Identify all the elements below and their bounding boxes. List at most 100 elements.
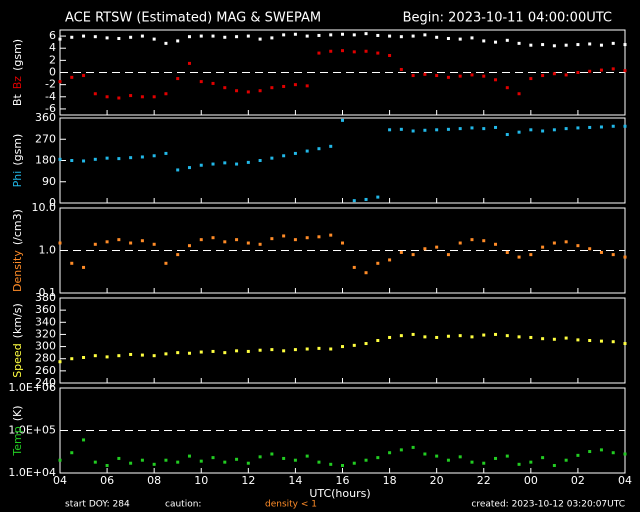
data-point [623,452,627,456]
y-tick-label: 0 [49,66,56,79]
data-point [505,334,509,338]
x-tick-label: 22 [477,474,491,487]
x-axis-label: UTC(hours) [309,487,370,500]
data-point [93,354,97,358]
data-point [517,92,521,96]
data-point [482,39,486,43]
data-point [305,34,309,38]
data-point [129,461,133,465]
data-point [399,334,403,338]
data-point [341,49,344,53]
data-point [458,127,462,131]
data-point [588,247,592,251]
data-point [140,458,144,462]
data-point [293,151,297,155]
data-point [199,238,203,242]
data-point [258,37,262,41]
data-point [576,43,580,47]
data-point [352,343,356,347]
data-point [529,253,533,257]
data-point [187,454,191,458]
data-point [623,43,627,47]
data-point [423,335,427,339]
data-point [282,84,286,88]
data-point [293,83,297,87]
data-point [246,160,250,164]
data-point [494,125,498,129]
data-point [117,238,121,242]
data-point [223,86,227,90]
data-point [105,355,109,359]
data-point [70,261,74,265]
data-point [517,462,521,466]
data-point [152,154,156,158]
data-point [541,337,545,341]
x-tick-label: 20 [430,474,444,487]
data-point [458,334,462,338]
x-tick-label: 00 [524,474,538,487]
data-point [588,339,592,342]
data-point [187,35,191,39]
data-point [305,347,309,351]
data-point [564,73,568,77]
data-point [270,348,274,352]
data-point [588,69,592,73]
y-tick-label: 1.0E+04 [8,466,56,479]
data-point [588,450,592,454]
data-point [458,74,462,78]
data-point [282,234,286,238]
data-point [93,242,97,246]
data-point [599,250,603,254]
data-point [140,155,144,159]
data-point [482,461,486,465]
data-point [435,335,439,339]
data-point [211,236,215,240]
y-axis-label-part: Speed [11,343,24,377]
y-axis-label: Density (/cm3) [11,209,24,292]
data-point [152,242,156,246]
data-point [435,35,439,39]
data-point [246,241,250,245]
y-tick-label: 270 [35,132,56,145]
data-point [176,168,180,172]
data-point [164,92,168,96]
data-point [305,84,309,88]
data-point [58,37,62,41]
data-point [317,460,321,464]
data-point [352,199,356,203]
data-point [293,348,297,352]
data-point [105,156,109,160]
data-point [235,238,239,242]
data-point [282,456,286,460]
data-point [505,133,509,137]
y-tick-label: 360 [35,111,56,124]
data-point [564,336,568,340]
data-point [576,244,580,248]
data-point [529,128,533,132]
data-point [399,250,403,254]
data-point [552,464,556,468]
y-axis-label: Speed (km/s) [11,303,24,378]
data-point [505,38,509,42]
data-point [246,90,250,94]
data-point [317,346,321,350]
data-point [105,240,109,244]
y-axis-label-part: (K) [11,405,24,421]
data-point [93,92,97,96]
data-point [329,233,333,237]
data-point [623,255,627,259]
data-point [341,464,344,468]
y-tick-label: 180 [35,154,56,167]
data-point [494,40,498,44]
data-point [282,154,286,158]
data-point [270,237,274,241]
x-tick-label: 02 [571,474,585,487]
data-point [623,124,627,128]
data-point [70,159,74,162]
data-point [552,337,556,341]
y-tick-label: 300 [35,340,56,353]
data-point [364,49,368,53]
data-point [341,118,344,122]
data-point [105,36,109,40]
data-point [388,34,392,38]
